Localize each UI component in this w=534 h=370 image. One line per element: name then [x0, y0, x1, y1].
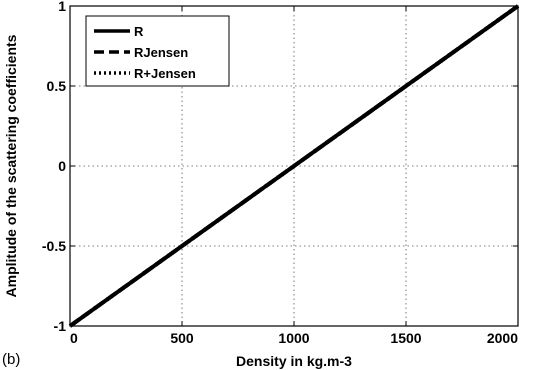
- legend-label: RJensen: [134, 45, 188, 60]
- x-axis-label: Density in kg.m-3: [236, 353, 352, 369]
- axis-ticks: [69, 5, 519, 327]
- y-tick-label: 1: [58, 0, 66, 14]
- y-tick-label: 0: [58, 158, 66, 174]
- tick-labels: 0 500 1000 1500 2000 -1 -0.5 0 0.5 1: [42, 0, 518, 346]
- legend-label: R+Jensen: [134, 66, 196, 81]
- grid-lines: [70, 6, 518, 326]
- legend: R RJensen R+Jensen: [85, 15, 230, 87]
- y-tick-label: -1: [54, 318, 67, 334]
- y-tick-label: -0.5: [42, 238, 66, 254]
- series-line-r-jensen: [68, 4, 520, 328]
- x-tick-label: 1000: [278, 330, 309, 346]
- x-tick-label: 2000: [487, 330, 518, 346]
- legend-label: R: [134, 24, 144, 39]
- series-layer: [68, 4, 520, 328]
- x-tick-label: 500: [170, 330, 194, 346]
- panel-label: (b): [2, 351, 20, 368]
- x-tick-label: 1500: [390, 330, 421, 346]
- y-axis-label: Amplitude of the scattering coefficients: [3, 34, 19, 297]
- y-tick-label: 0.5: [47, 78, 67, 94]
- x-tick-label: 0: [70, 330, 78, 346]
